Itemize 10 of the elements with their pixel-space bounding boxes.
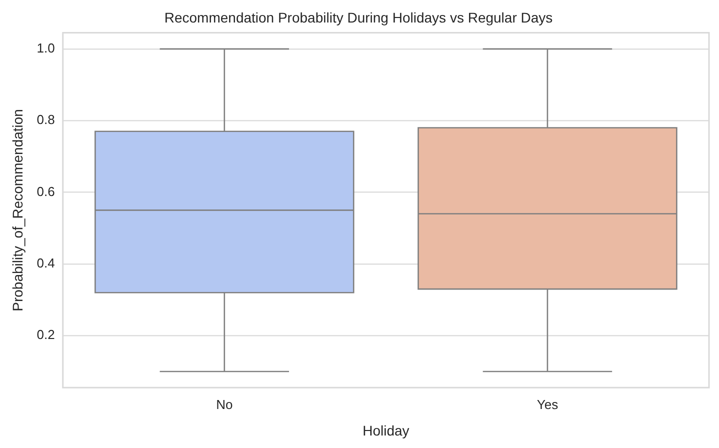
y-tick-label: 0.4: [36, 256, 55, 271]
y-tick-label: 0.6: [36, 184, 55, 199]
y-tick-label: 0.8: [36, 112, 55, 128]
y-axis-title: Probability_of_Recommendation: [9, 109, 26, 312]
x-axis-title: Holiday: [362, 422, 410, 438]
x-tick-label: No: [216, 396, 233, 412]
chart-title: Recommendation Probability During Holidays vs Regular Days: [164, 9, 553, 26]
x-tick-label: Yes: [536, 396, 559, 412]
y-tick-label: 1.0: [36, 40, 55, 56]
y-tick-label: 0.2: [36, 327, 55, 342]
